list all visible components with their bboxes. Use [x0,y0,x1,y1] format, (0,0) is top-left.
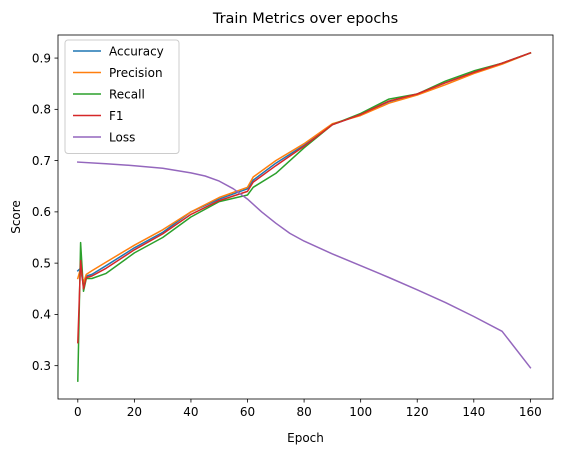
x-tick-label: 40 [183,405,198,419]
y-tick-label: 0.6 [32,205,51,219]
y-tick-label: 0.5 [32,256,51,270]
x-axis-label: Epoch [287,431,324,445]
x-tick-label: 120 [406,405,429,419]
x-tick-label: 0 [74,405,82,419]
series-line-precision [76,51,532,284]
x-tick-label: 100 [349,405,372,419]
plot-frame [57,34,554,400]
y-tick-label: 0.4 [32,308,51,322]
series-line-f1 [77,51,532,344]
legend-box [64,39,180,154]
x-tick-label: 160 [519,405,542,419]
x-tick-label: 80 [296,405,311,419]
y-axis: 0.3 0.4 0.5 0.6 0.7 0.8 0.9 [32,51,58,373]
x-tick-label: 140 [462,405,485,419]
y-axis-label: Score [9,200,23,234]
series-line-loss [77,161,532,369]
legend-label-recall: Recall [109,87,145,101]
x-tick-label: 20 [127,405,142,419]
y-tick-label: 0.9 [32,51,51,65]
series-layer [76,51,532,382]
legend-label-loss: Loss [109,130,135,144]
legend-label-precision: Precision [109,66,163,80]
y-tick-label: 0.8 [32,103,51,117]
y-tick-label: 0.3 [32,359,51,373]
legend-label-f1: F1 [109,109,124,123]
legend: Accuracy Precision Recall F1 Loss [64,39,180,154]
legend-label-accuracy: Accuracy [109,44,164,58]
x-axis: 0 20 40 60 80 100 120 140 160 [74,399,542,419]
chart-title: Train Metrics over epochs [212,11,398,27]
y-tick-label: 0.7 [32,154,51,168]
x-tick-label: 60 [240,405,255,419]
